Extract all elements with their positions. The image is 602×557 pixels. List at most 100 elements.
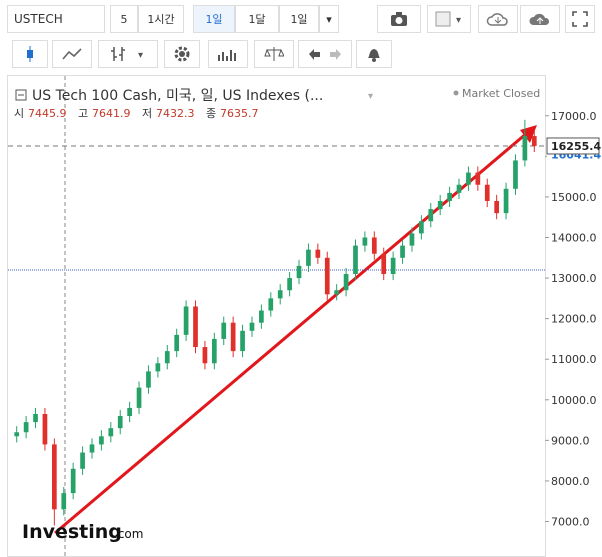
legend-label: 종 bbox=[206, 107, 216, 120]
candle-body bbox=[277, 290, 283, 299]
candle-body bbox=[259, 310, 264, 323]
candle-body bbox=[287, 278, 292, 291]
legend-label: 시 bbox=[14, 107, 24, 120]
candle-body bbox=[70, 468, 76, 494]
cloud-download-button[interactable] bbox=[478, 5, 518, 33]
candle-body bbox=[456, 184, 462, 193]
camera-button[interactable] bbox=[377, 5, 421, 33]
cloud-upload-button[interactable] bbox=[520, 5, 560, 33]
candle-icon bbox=[27, 46, 33, 62]
y-tick-label: 7000.0 bbox=[551, 516, 590, 529]
y-tick-label: 8000.0 bbox=[551, 475, 590, 488]
interval-button[interactable]: 1시간 bbox=[138, 5, 184, 33]
candle-body bbox=[211, 338, 217, 364]
candle-body bbox=[419, 221, 424, 234]
candle-body bbox=[117, 416, 123, 429]
arrow-head bbox=[520, 125, 537, 143]
candle-body bbox=[249, 322, 255, 331]
dropdown-icon: ▾ bbox=[368, 91, 373, 102]
last-price-label: 16255.4 bbox=[551, 140, 601, 153]
candle-body bbox=[99, 436, 104, 445]
legend-value: 7635.7 bbox=[220, 107, 259, 120]
svg-text:▾: ▾ bbox=[456, 15, 461, 26]
candle-body bbox=[324, 257, 330, 295]
draw-button[interactable]: ▾ bbox=[98, 40, 158, 68]
legend-label: 고 bbox=[78, 107, 88, 120]
y-tick-label: 13000.0 bbox=[551, 272, 597, 285]
candle-body bbox=[164, 351, 170, 364]
y-tick-label: 11000.0 bbox=[551, 353, 597, 366]
logo: Investing bbox=[22, 521, 122, 543]
gear-icon bbox=[174, 46, 190, 62]
y-tick-label: 12000.0 bbox=[551, 313, 597, 326]
compare-button[interactable] bbox=[254, 40, 294, 68]
candle-body bbox=[127, 407, 132, 417]
candle-body bbox=[494, 200, 500, 214]
interval-button[interactable]: 1달 bbox=[235, 5, 279, 33]
svg-text:▾: ▾ bbox=[138, 50, 143, 61]
y-tick-label: 17000.0 bbox=[551, 110, 597, 123]
candle-body bbox=[353, 245, 358, 275]
settings-button[interactable] bbox=[164, 40, 200, 68]
fullscreen-icon bbox=[572, 11, 588, 27]
candle-body bbox=[136, 387, 142, 408]
candle-body bbox=[343, 274, 349, 291]
undo-redo-button[interactable] bbox=[298, 40, 352, 68]
logo-suffix: .com bbox=[114, 527, 143, 541]
color-button[interactable]: ▾ bbox=[427, 5, 471, 33]
candle-body bbox=[42, 413, 48, 445]
fullscreen-button[interactable] bbox=[565, 5, 595, 33]
cloud-icon bbox=[529, 13, 550, 25]
candle-body bbox=[202, 347, 208, 364]
indicator-button[interactable] bbox=[52, 40, 92, 68]
candle-type-button[interactable] bbox=[12, 40, 48, 68]
candle-body bbox=[522, 136, 528, 161]
dropdown-button[interactable]: ▾ bbox=[319, 5, 339, 33]
candle-body bbox=[296, 265, 302, 279]
legend-value: 7432.3 bbox=[156, 107, 195, 120]
chart-frame bbox=[7, 75, 546, 557]
legend-value: 7445.9 bbox=[28, 107, 67, 120]
candle-body bbox=[334, 290, 340, 295]
candle-body bbox=[371, 237, 377, 254]
interval-button[interactable]: 1일 bbox=[193, 5, 235, 33]
y-tick-label: 10000.0 bbox=[551, 394, 597, 407]
candle-body bbox=[475, 172, 481, 185]
candle-body bbox=[33, 413, 38, 423]
legend-label: 저 bbox=[142, 107, 152, 120]
legend-value: 7641.9 bbox=[92, 107, 131, 120]
candle-body bbox=[61, 493, 67, 510]
candle-body bbox=[183, 306, 189, 335]
candle-body bbox=[503, 188, 509, 214]
scale-icon bbox=[264, 47, 284, 61]
candle-body bbox=[146, 371, 151, 388]
candle-body bbox=[80, 452, 85, 469]
candle-body bbox=[230, 322, 236, 352]
candle-body bbox=[484, 184, 490, 201]
line-icon bbox=[62, 48, 82, 60]
candle-body bbox=[193, 306, 198, 348]
candle-body bbox=[466, 172, 471, 185]
studies-button[interactable] bbox=[208, 40, 248, 68]
candle-body bbox=[89, 444, 95, 453]
bell-icon bbox=[368, 49, 380, 62]
arrows-icon bbox=[309, 49, 341, 60]
symbol-input[interactable]: USTECH bbox=[7, 5, 105, 33]
candle-body bbox=[306, 249, 311, 266]
candle-body bbox=[447, 192, 452, 201]
interval-button[interactable]: 1일 bbox=[279, 5, 319, 33]
studies-icon bbox=[218, 50, 236, 61]
interval-button[interactable]: 5 bbox=[110, 5, 138, 33]
collapse-icon bbox=[15, 89, 27, 101]
candle-body bbox=[14, 432, 20, 437]
cloud-icon bbox=[486, 13, 508, 26]
alert-button[interactable] bbox=[356, 40, 392, 68]
candle-body bbox=[362, 237, 368, 246]
camera-icon bbox=[391, 12, 407, 26]
market-status: Market Closed bbox=[462, 87, 540, 100]
candle-body bbox=[390, 257, 396, 275]
status-dot bbox=[453, 90, 459, 96]
candle-body bbox=[400, 245, 405, 258]
